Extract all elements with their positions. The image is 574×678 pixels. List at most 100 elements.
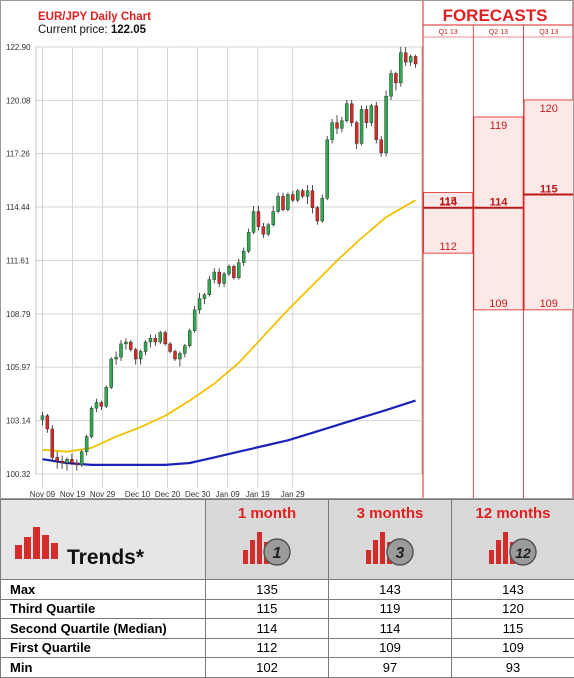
chart-title: EUR/JPY Daily Chart (38, 11, 151, 23)
trend-1-month-icon: 1 (237, 528, 297, 568)
candle (223, 272, 226, 287)
x-tick-label: Nov 09 (30, 490, 56, 499)
candle-body (51, 429, 54, 457)
candle (296, 189, 299, 202)
row-label: Min (1, 658, 206, 678)
forecast-third-quartile-label: 119 (490, 120, 508, 132)
candle-body (404, 53, 407, 62)
candle-body (257, 212, 260, 227)
trend-col-label: 3 months (329, 505, 451, 522)
candle (345, 100, 348, 123)
candle-body (237, 263, 240, 278)
y-tick-label: 111.61 (6, 257, 30, 266)
current-price-value: 122.05 (111, 24, 147, 36)
candle-body (203, 295, 206, 299)
table-cell: 112 (206, 638, 329, 658)
table-cell: 114 (206, 619, 329, 639)
candle (277, 193, 280, 214)
x-tick-label: Jan 19 (246, 490, 271, 499)
candle-body (291, 195, 294, 201)
forecast-column-label: Q1 13 (439, 29, 458, 36)
trends-header-row: Trends* 1 month 1 3 months 3 (1, 500, 574, 580)
candle (169, 342, 172, 353)
forecast-third-quartile-label: 120 (540, 103, 558, 115)
row-label: First Quartile (1, 638, 206, 658)
table-row: First Quartile 112 109 109 (1, 638, 574, 658)
y-tick-label: 105.97 (6, 363, 31, 372)
current-price-label: Current price: (38, 24, 111, 36)
candle-body (296, 191, 299, 200)
table-cell: 119 (329, 599, 452, 619)
candle (385, 90, 388, 156)
forecast-first-quartile-label: 112 (439, 241, 457, 253)
x-tick-label: Jan 29 (281, 490, 306, 499)
candle-body (272, 212, 275, 225)
trend-3-months-icon-number: 3 (396, 545, 405, 562)
candle-body (193, 310, 196, 331)
table-cell: 143 (452, 580, 574, 600)
bar-chart-icon (15, 527, 61, 559)
candle-body (70, 459, 73, 463)
candle-body (311, 191, 314, 208)
candle (355, 121, 358, 149)
candle (365, 106, 368, 129)
candle (61, 455, 64, 468)
table-cell: 93 (452, 658, 574, 678)
candle-body (335, 123, 338, 129)
trend-1-month-icon-number: 1 (273, 545, 282, 562)
table-cell: 143 (329, 580, 452, 600)
candle-body (350, 104, 353, 123)
candle-body (213, 272, 216, 280)
candle-body (124, 342, 127, 344)
candle-body (41, 416, 44, 420)
candle-body (56, 457, 59, 461)
forecast-median-label: 115 (540, 184, 558, 196)
row-label: Third Quartile (1, 599, 206, 619)
table-cell: 120 (452, 599, 574, 619)
candle (51, 425, 54, 461)
candle-body (169, 344, 172, 352)
candle-body (134, 350, 137, 359)
candle (218, 268, 221, 287)
candle (306, 185, 309, 204)
candle-body (326, 140, 329, 199)
table-cell: 109 (452, 638, 574, 658)
candle-body (223, 274, 226, 283)
y-tick-label: 108.79 (6, 310, 31, 319)
forecast-first-quartile-label: 109 (489, 298, 507, 310)
candle-body (144, 342, 147, 351)
y-tick-label: 120.08 (6, 96, 31, 105)
trends-title-cell: Trends* (1, 500, 206, 580)
candle-body (247, 232, 250, 251)
candle-body (154, 338, 157, 342)
forecast-first-quartile-label: 109 (540, 298, 558, 310)
candle-body (232, 266, 235, 277)
candle-body (100, 403, 103, 407)
x-tick-label: Dec 30 (185, 490, 211, 499)
trend-col-1-month: 1 month 1 (206, 500, 329, 580)
candle-body (316, 208, 319, 221)
candle-body (159, 333, 162, 342)
table-cell: 97 (329, 658, 452, 678)
candle-body (119, 344, 122, 357)
forecast-column-label: Q3 13 (539, 29, 558, 36)
forecast-range-box (474, 117, 523, 310)
trend-col-label: 12 months (452, 505, 574, 522)
candle-body (85, 437, 88, 452)
candle (227, 264, 230, 275)
candle-body (105, 387, 108, 406)
candle (326, 136, 329, 200)
x-tick-label: Dec 10 (125, 490, 151, 499)
candle (105, 385, 108, 408)
candle (281, 193, 284, 212)
row-label: Max (1, 580, 206, 600)
candle-body (262, 227, 265, 235)
forecast-median-label: 114 (439, 197, 458, 209)
candle-body (242, 251, 245, 262)
candle (164, 331, 167, 346)
candle (272, 206, 275, 227)
candle-body (252, 212, 255, 233)
candle-body (370, 106, 373, 123)
